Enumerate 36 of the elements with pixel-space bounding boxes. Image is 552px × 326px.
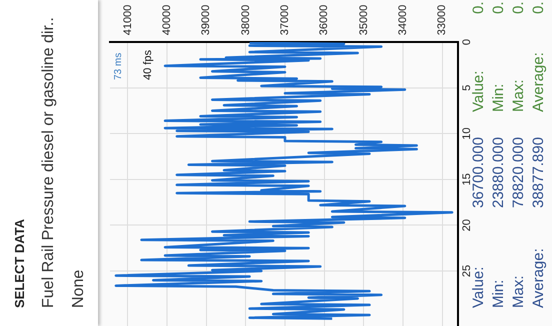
text: SELECT DATA — [12, 218, 27, 308]
annotation: 73 ms — [113, 52, 124, 80]
x-tick-label: 34000 — [396, 4, 409, 36]
text: 0. — [490, 1, 507, 14]
x-tick-label: 41000 — [122, 4, 134, 36]
text: Average: — [530, 52, 547, 112]
x-tick-label: 36000 — [318, 4, 330, 36]
x-tick-label: 37000 — [278, 4, 291, 36]
y-tick-label: 5 — [461, 84, 473, 91]
text: 0. — [470, 1, 487, 14]
x-tick-label: 35000 — [358, 4, 370, 36]
text: 23880.000 — [490, 137, 507, 208]
x-tick-label: 40000 — [161, 4, 174, 36]
x-tick-label: 39000 — [200, 4, 212, 36]
y-tick-label: 10 — [461, 128, 473, 140]
text: Min: — [490, 84, 507, 112]
x-tick-label: 33000 — [436, 4, 448, 36]
text: Max: — [510, 79, 527, 112]
text: Value: — [470, 266, 487, 308]
text: 78820.000 — [510, 137, 527, 208]
text: Max: — [510, 275, 527, 308]
text: Fuel Rail Pressure diesel or gasoline dir.. — [40, 17, 58, 308]
y-tick-label: 15 — [461, 173, 473, 186]
y-tick-label: 20 — [461, 219, 473, 232]
text: 36700.000 — [470, 137, 487, 208]
y-tick-label: 0 — [461, 38, 473, 46]
x-tick-label: 38000 — [240, 4, 252, 36]
text: 0. — [530, 1, 547, 14]
y-tick-label: 25 — [461, 264, 473, 278]
annotation: 40 fps — [142, 50, 154, 80]
text: 0. — [510, 1, 527, 14]
text: None — [70, 270, 88, 308]
text: Value: — [470, 70, 487, 112]
text: Min: — [490, 280, 507, 308]
text: Average: — [530, 248, 547, 308]
text: 38877.890 — [530, 137, 547, 208]
